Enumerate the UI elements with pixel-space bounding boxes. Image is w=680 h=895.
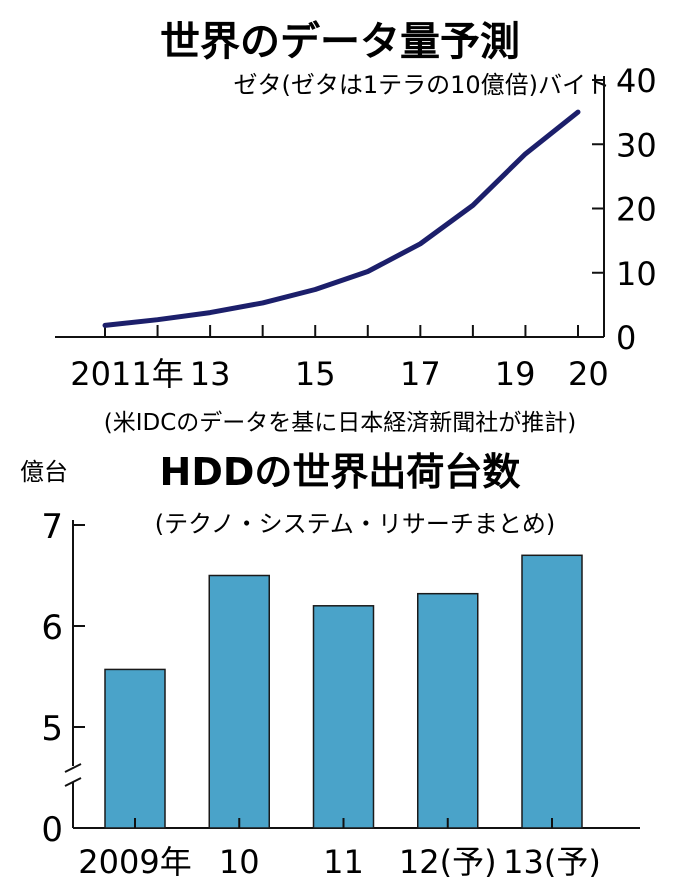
line-chart-ylabel: ゼタ(ゼタは1テラの10億倍)バイト: [233, 71, 610, 99]
line-chart-x-tick-label: 20: [568, 355, 609, 393]
bar-chart-y-tick-label: 5: [41, 709, 63, 749]
line-chart-y-tick-label: 30: [616, 126, 657, 164]
bar-chart-x-tick-label: 13(予): [503, 843, 601, 881]
bar-chart-x-tick-label: 11: [323, 843, 364, 881]
bar: [417, 592, 479, 829]
bar: [208, 574, 270, 829]
line-chart-axis: 0 10 20 30 40: [55, 62, 657, 357]
bar-chart-axis-break: [64, 777, 82, 787]
bar-chart-bars: [104, 554, 583, 829]
bar: [104, 668, 166, 829]
bar-chart-x-tick-label: 10: [219, 843, 260, 881]
line-chart-x-ticks: 2011年 13 15 17 19 20: [70, 355, 608, 393]
line-chart-series-line: [102, 109, 581, 328]
bar-chart-y-tick-label: 6: [41, 608, 63, 648]
line-chart-x-tick-label: 17: [400, 355, 441, 393]
line-chart-source: (米IDCのデータを基に日本経済新聞社が推計): [104, 410, 577, 436]
bar-chart-x-tick-label: 12(予): [399, 843, 497, 881]
bar-chart-subtitle: (テクノ・システム・リサーチまとめ): [155, 510, 556, 538]
bar-chart-y-tick-label: 0: [41, 810, 63, 850]
bar-chart-title: HDDの世界出荷台数: [160, 450, 521, 494]
bar: [312, 605, 375, 829]
line-chart-x-tick-label: 19: [495, 355, 536, 393]
line-chart-x-tick-label: 15: [295, 355, 336, 393]
line-chart-y-tick-label: 20: [616, 191, 657, 229]
bar-chart-x-ticks: 2009年 10 11 12(予) 13(予): [78, 818, 601, 881]
line-chart-y-tick-label: 10: [616, 255, 657, 293]
line-chart-x-tick-label: 2011年: [70, 355, 183, 393]
line-chart-title: 世界のデータ量予測: [160, 19, 520, 65]
bar-chart-axis-break: [64, 763, 82, 773]
bar-chart-x-tick-label: 2009年: [78, 843, 191, 881]
line-chart-y-tick-label: 40: [616, 62, 657, 100]
bar-chart-ylabel: 億台: [20, 458, 68, 486]
line-chart-x-tick-label: 13: [190, 355, 231, 393]
line-chart-y-tick-label: 0: [616, 319, 636, 357]
bar: [521, 554, 583, 829]
bar-chart-y-tick-label: 7: [41, 507, 63, 547]
